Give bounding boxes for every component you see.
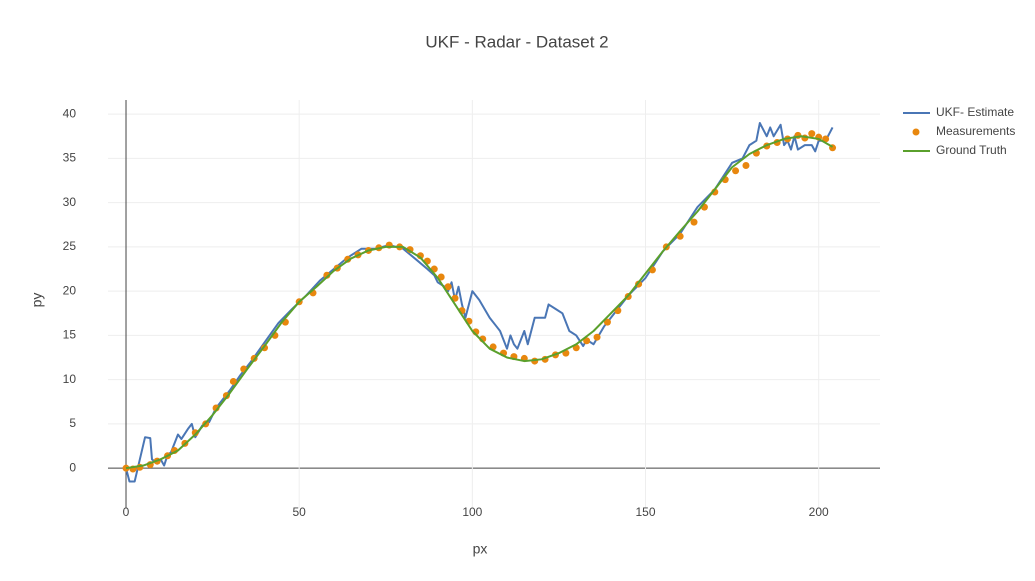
legend-label: UKF- Estimate [936, 105, 1014, 119]
y-tick-label: 5 [69, 416, 76, 430]
y-tick-label: 35 [63, 151, 77, 165]
x-tick-label: 0 [123, 505, 130, 519]
chart-title: UKF - Radar - Dataset 2 [425, 32, 608, 51]
measurement-point [593, 333, 601, 341]
measurement-point [323, 271, 331, 279]
y-tick-label: 25 [63, 239, 77, 253]
measurement-point [122, 464, 130, 472]
measurement-point [742, 161, 750, 169]
y-tick-label: 40 [63, 106, 77, 120]
x-tick-label: 100 [462, 505, 482, 519]
x-tick-label: 200 [809, 505, 829, 519]
measurement-point [583, 337, 591, 345]
legend-label: Ground Truth [936, 143, 1007, 157]
measurement-point [603, 318, 611, 326]
y-tick-label: 30 [63, 195, 77, 209]
y-tick-label: 20 [63, 283, 77, 297]
x-tick-label: 50 [293, 505, 307, 519]
y-axis-title: py [29, 293, 45, 308]
measurement-point [822, 135, 830, 143]
measurement-point [229, 377, 237, 385]
legend-label: Measurements [936, 124, 1015, 138]
y-tick-label: 0 [69, 460, 76, 474]
measurement-point [191, 429, 199, 437]
legend-marker [912, 128, 920, 136]
measurement-point [808, 130, 816, 138]
y-tick-label: 15 [63, 328, 77, 342]
y-tick-label: 10 [63, 372, 77, 386]
grid [108, 100, 880, 508]
series-line [125, 135, 834, 470]
measurement-point [732, 167, 740, 175]
measurement-point [444, 283, 452, 291]
measurement-point [690, 218, 698, 226]
x-tick-label: 150 [636, 505, 656, 519]
x-axis-title: px [473, 541, 488, 557]
